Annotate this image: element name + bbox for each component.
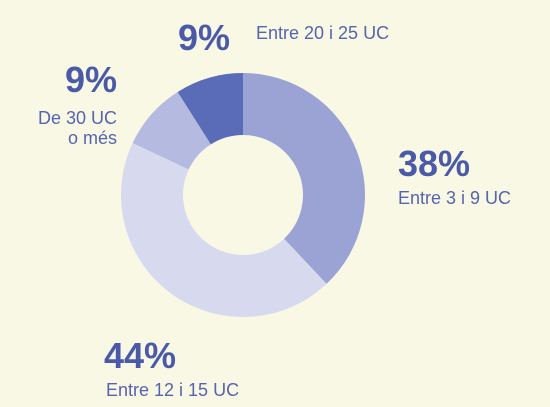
slice	[177, 73, 243, 145]
slice	[132, 91, 211, 170]
percent-label: 9%	[64, 59, 117, 100]
percent-label: 44%	[104, 335, 177, 376]
category-label: Entre 12 i 15 UC	[106, 380, 240, 400]
percent-label: 38%	[398, 143, 471, 184]
category-label: Entre 3 i 9 UC	[398, 188, 512, 208]
category-label: Entre 20 i 25 UC	[256, 23, 390, 43]
slice	[121, 143, 327, 317]
percent-label: 9%	[178, 17, 231, 58]
category-label: De 30 UC o més	[37, 108, 117, 148]
slice	[243, 73, 365, 284]
